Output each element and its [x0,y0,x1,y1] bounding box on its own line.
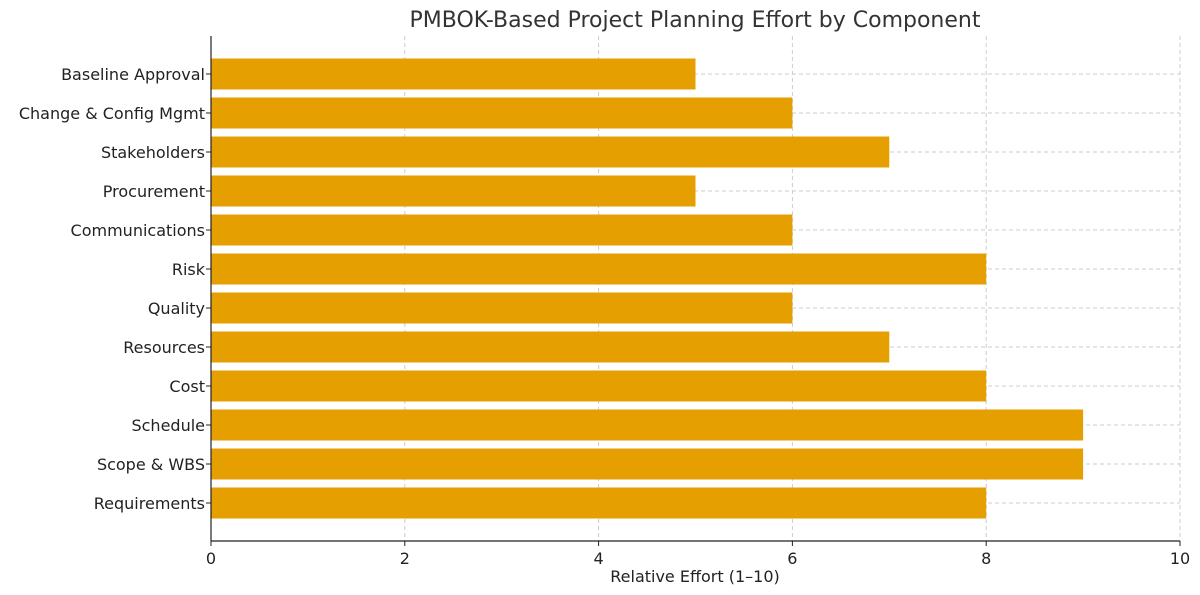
bar [211,370,987,402]
x-tick-label: 4 [594,549,604,568]
y-tick-label: Schedule [131,416,205,435]
bars [211,58,1084,519]
y-tick-label: Resources [123,338,205,357]
y-tick-label: Requirements [94,494,205,513]
bar [211,58,696,90]
bar [211,487,987,519]
y-tick-label: Procurement [103,182,205,201]
y-tick-label: Communications [71,221,205,240]
bar [211,136,890,168]
bar [211,253,987,285]
x-tick-label: 8 [981,549,991,568]
y-tick-label: Baseline Approval [61,65,205,84]
x-tick-label: 2 [400,549,410,568]
bar [211,292,793,324]
x-tick-label: 10 [1170,549,1190,568]
y-tick-label: Change & Config Mgmt [19,104,205,123]
bar [211,214,793,246]
x-axis-label: Relative Effort (1–10) [610,567,780,586]
bar [211,331,890,363]
bar [211,448,1084,480]
bar [211,409,1084,441]
y-tick-label: Cost [169,377,205,396]
y-tick-label: Quality [148,299,205,318]
x-tick-label: 0 [206,549,216,568]
bar [211,97,793,129]
y-tick-label: Stakeholders [101,143,205,162]
y-tick-label: Risk [172,260,206,279]
bar [211,175,696,207]
chart-title: PMBOK-Based Project Planning Effort by C… [410,8,981,33]
x-tick-label: 6 [787,549,797,568]
axes: 0 2 4 6 8 10 Requirements Scope & WBS Schedule Co… [19,36,1190,568]
y-tick-label: Scope & WBS [97,455,205,474]
